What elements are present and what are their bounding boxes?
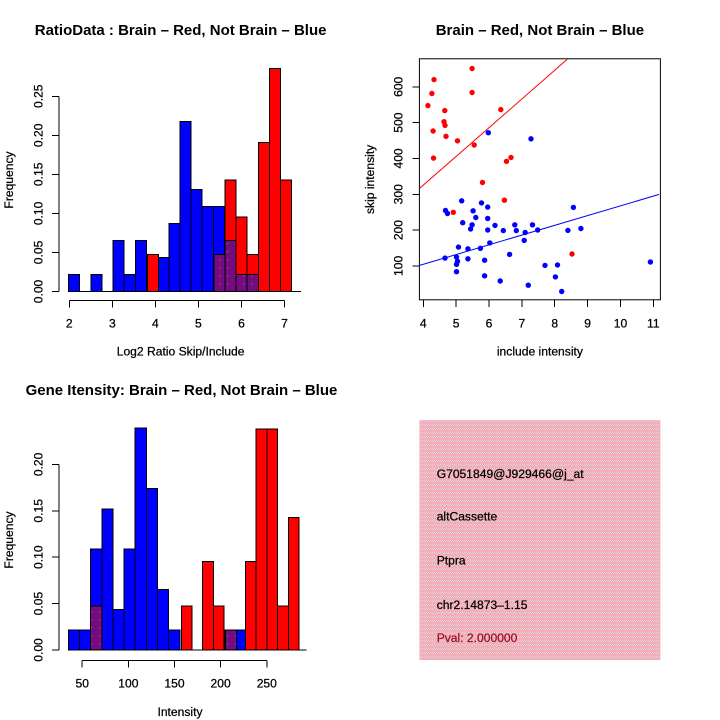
svg-text:0.25: 0.25 xyxy=(32,84,46,108)
svg-text:0.10: 0.10 xyxy=(32,545,46,569)
svg-text:400: 400 xyxy=(392,148,406,168)
svg-text:100: 100 xyxy=(118,676,138,690)
svg-text:3: 3 xyxy=(109,316,116,330)
svg-text:0.00: 0.00 xyxy=(32,638,46,662)
svg-text:0.05: 0.05 xyxy=(32,592,46,616)
svg-text:4: 4 xyxy=(420,316,427,330)
svg-text:250: 250 xyxy=(257,676,277,690)
svg-text:G7051849@J929466@j_at: G7051849@J929466@j_at xyxy=(437,467,585,481)
svg-text:0.20: 0.20 xyxy=(32,123,46,147)
svg-text:0.10: 0.10 xyxy=(32,201,46,225)
svg-text:include intensity: include intensity xyxy=(497,345,584,359)
svg-text:8: 8 xyxy=(551,316,558,330)
svg-text:0.20: 0.20 xyxy=(32,452,46,476)
svg-text:50: 50 xyxy=(75,676,89,690)
svg-text:5: 5 xyxy=(453,316,460,330)
svg-text:chr2.14873–1.15: chr2.14873–1.15 xyxy=(437,598,528,612)
svg-text:6: 6 xyxy=(238,316,245,330)
svg-text:0.00: 0.00 xyxy=(32,279,46,303)
svg-text:300: 300 xyxy=(392,184,406,204)
svg-text:2: 2 xyxy=(66,316,73,330)
svg-text:Brain – Red, Not Brain – Blue: Brain – Red, Not Brain – Blue xyxy=(436,22,644,39)
svg-text:Frequency: Frequency xyxy=(2,150,16,208)
svg-text:9: 9 xyxy=(584,316,591,330)
svg-text:200: 200 xyxy=(211,676,231,690)
svg-text:6: 6 xyxy=(486,316,493,330)
svg-text:200: 200 xyxy=(392,220,406,240)
svg-text:0.15: 0.15 xyxy=(32,499,46,523)
svg-text:7: 7 xyxy=(281,316,288,330)
svg-text:Ptpra: Ptpra xyxy=(437,553,466,567)
svg-text:7: 7 xyxy=(519,316,526,330)
svg-text:0.15: 0.15 xyxy=(32,162,46,186)
svg-text:500: 500 xyxy=(392,112,406,132)
svg-text:RatioData : Brain – Red, Not B: RatioData : Brain – Red, Not Brain – Blu… xyxy=(35,22,327,39)
svg-text:0.05: 0.05 xyxy=(32,240,46,264)
svg-text:150: 150 xyxy=(164,676,184,690)
svg-text:4: 4 xyxy=(152,316,159,330)
svg-text:skip intensity: skip intensity xyxy=(363,144,377,214)
svg-text:Pval: 2.000000: Pval: 2.000000 xyxy=(437,631,518,645)
svg-text:11: 11 xyxy=(647,316,660,330)
svg-text:10: 10 xyxy=(614,316,628,330)
svg-text:5: 5 xyxy=(195,316,202,330)
svg-text:100: 100 xyxy=(392,256,406,276)
svg-text:Frequency: Frequency xyxy=(2,510,16,568)
svg-text:Gene Itensity: Brain – Red, No: Gene Itensity: Brain – Red, Not Brain – … xyxy=(26,382,338,399)
svg-text:600: 600 xyxy=(392,76,406,96)
svg-text:altCassette: altCassette xyxy=(437,510,498,524)
svg-text:Intensity: Intensity xyxy=(157,705,203,719)
svg-text:Log2 Ratio Skip/Include: Log2 Ratio Skip/Include xyxy=(117,345,245,359)
